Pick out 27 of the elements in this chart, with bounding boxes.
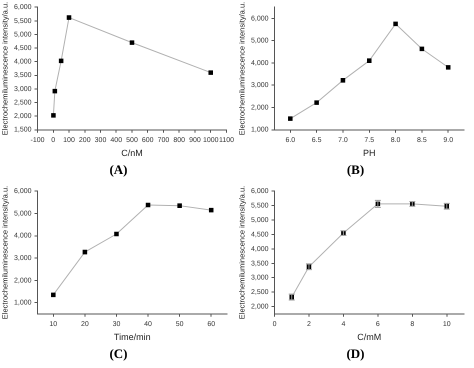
point [146,202,150,208]
point [52,88,58,94]
point [393,22,398,26]
point [208,208,214,212]
text: (D) [345,345,366,363]
text: (C) [108,345,129,363]
text: (A) [108,161,129,179]
x-axis-title: C/nM [121,148,143,158]
point [420,46,424,52]
point [51,292,56,298]
point [66,15,72,20]
point [130,40,134,45]
x-axis-title: Time/min [114,332,151,342]
x-axis-title: PH [363,148,376,158]
point [177,203,182,208]
x-axis-title: C/mM [357,332,382,342]
point [51,113,56,118]
point [288,116,293,121]
text: (B) [346,161,366,179]
point [314,100,319,105]
point [82,250,88,254]
point [446,65,450,70]
point [208,70,213,75]
point [114,232,119,236]
point [58,58,64,64]
point [340,78,346,83]
point [366,58,372,63]
